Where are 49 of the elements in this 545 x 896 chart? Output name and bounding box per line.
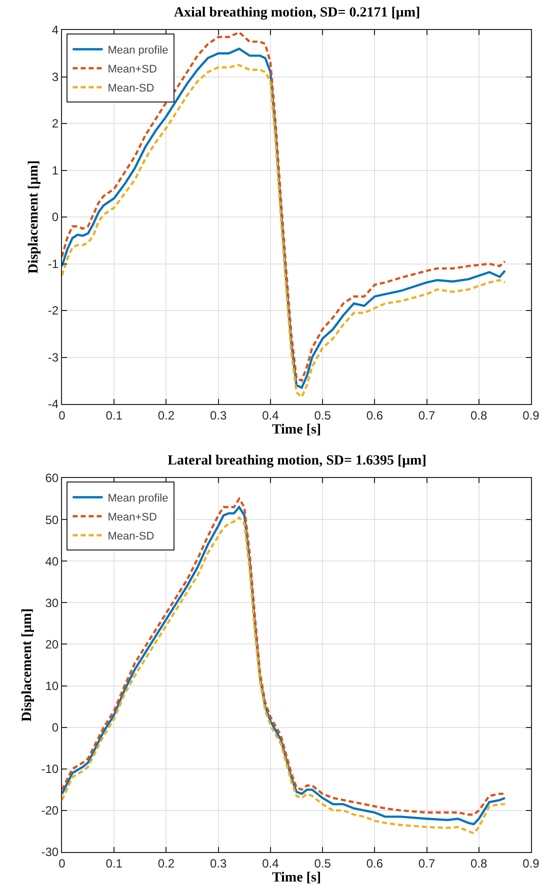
y-tick-label: 0 (52, 210, 59, 224)
x-tick-label: 0.2 (158, 856, 175, 870)
y-tick-label: 1 (52, 163, 59, 178)
y-tick-label: 4 (52, 23, 59, 38)
y-tick-label: -30 (41, 845, 59, 860)
y-tick-label: 50 (45, 512, 59, 527)
y-tick-label: 30 (45, 596, 59, 610)
y-tick-label: -3 (48, 350, 59, 364)
x-tick-label: 0.5 (314, 856, 332, 870)
legend-label: Mean+SD (108, 512, 157, 524)
x-axis-title: Time [s] (272, 422, 322, 438)
chart-title: Axial breathing motion, SD= 0.2171 [μm] (174, 6, 420, 21)
y-tick-label: 60 (45, 471, 59, 486)
legend-label: Mean-SD (108, 82, 154, 95)
y-tick-label: -1 (48, 256, 59, 271)
y-tick-label: 3 (52, 70, 59, 84)
x-tick-label: 0.6 (366, 408, 384, 422)
x-tick-label: 0.5 (314, 408, 332, 422)
x-tick-label: 0.8 (470, 408, 488, 422)
chart-title: Lateral breathing motion, SD= 1.6395 [μm] (168, 454, 426, 469)
legend-label: Mean profile (108, 44, 168, 57)
legend-label: Mean profile (108, 492, 168, 505)
y-axis-title: Displacement [μm] (26, 160, 42, 274)
x-tick-label: 0.6 (366, 856, 384, 870)
x-tick-label: 0.8 (470, 856, 488, 870)
x-tick-label: 0.4 (262, 856, 280, 870)
x-tick-label: 0.1 (106, 408, 123, 422)
y-tick-label: 10 (45, 678, 59, 693)
y-tick-label: -20 (41, 804, 59, 818)
x-tick-label: 0.3 (210, 856, 227, 870)
x-tick-label: 0.1 (106, 856, 123, 870)
x-tick-label: 0.4 (262, 408, 280, 422)
y-tick-label: -2 (48, 304, 59, 318)
y-tick-label: 0 (52, 720, 59, 735)
x-tick-label: 0.7 (418, 856, 436, 870)
x-tick-label: 0.9 (522, 856, 540, 870)
x-tick-label: 0.2 (158, 408, 175, 422)
y-axis-title: Displacement [μm] (20, 608, 35, 722)
legend-label: Mean+SD (108, 64, 157, 76)
x-tick-label: 0.3 (210, 408, 227, 422)
x-axis-title: Time [s] (272, 870, 322, 886)
y-tick-label: -10 (41, 762, 59, 776)
y-tick-label: 40 (45, 554, 59, 568)
x-tick-label: 0.9 (522, 408, 540, 422)
legend-label: Mean-SD (108, 530, 154, 543)
y-tick-label: -4 (48, 397, 59, 412)
x-tick-label: 0.7 (418, 408, 436, 422)
y-tick-label: 2 (52, 116, 59, 131)
y-tick-label: 20 (45, 637, 59, 652)
